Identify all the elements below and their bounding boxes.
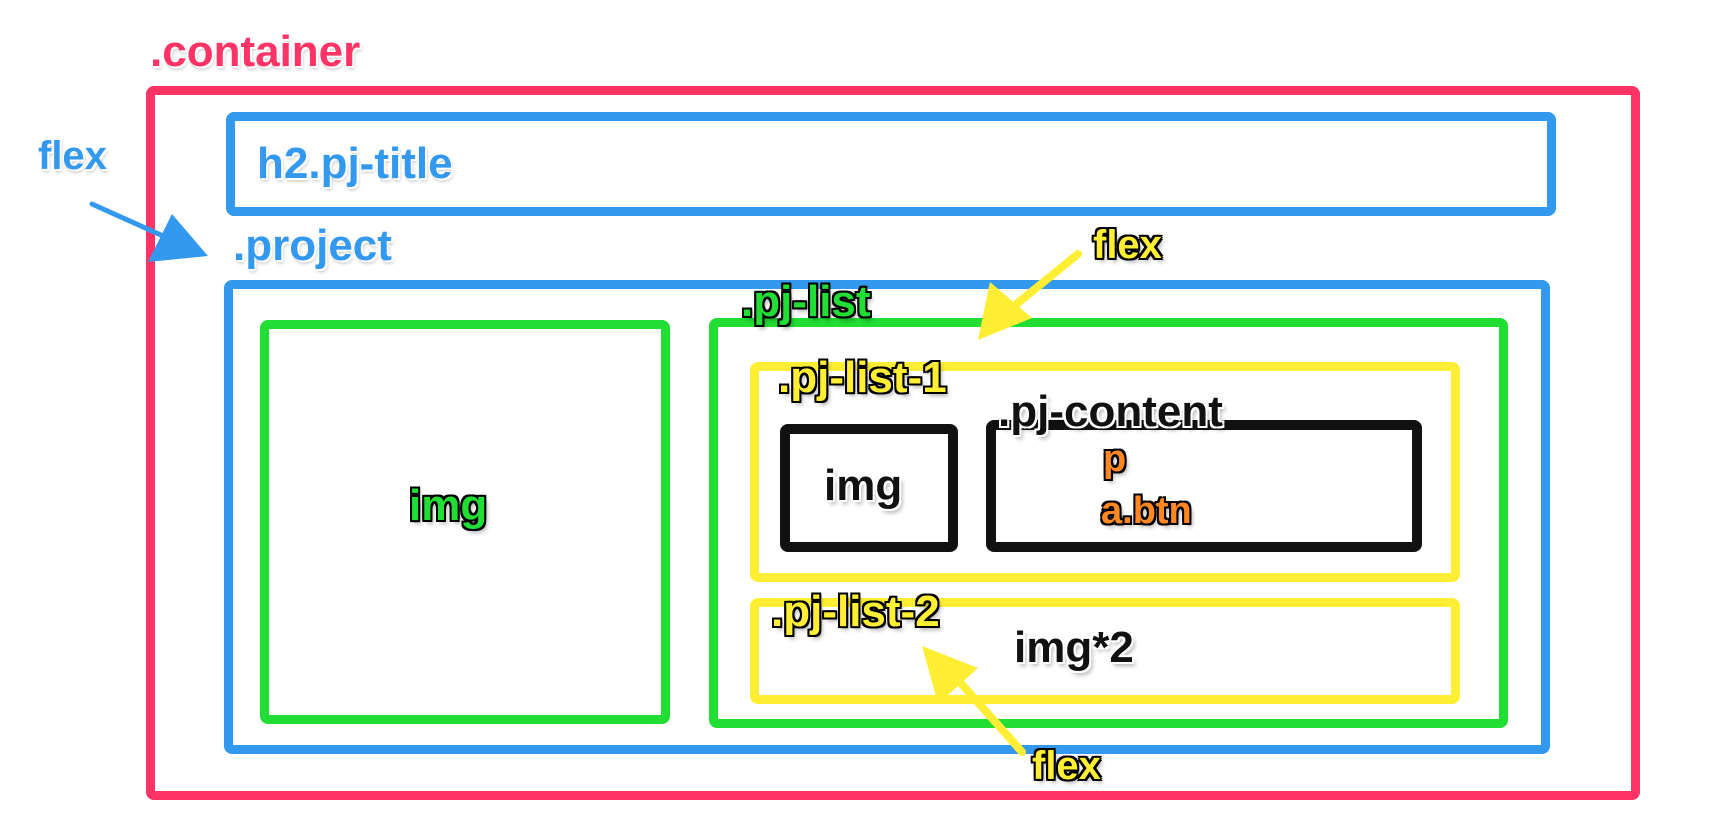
- pj-content-box: [986, 420, 1422, 552]
- pj-list-1-label: .pj-list-1: [778, 353, 947, 402]
- a-btn-label: a.btn: [1101, 490, 1192, 532]
- project-label: .project: [233, 221, 392, 270]
- small-img-label: img: [824, 461, 903, 510]
- pj-title-label: h2.pj-title: [257, 139, 453, 188]
- pj-title-box: [226, 112, 1556, 216]
- pj-list-label: .pj-list: [741, 277, 871, 326]
- container-box: [146, 86, 1640, 800]
- img-x2-label: img*2: [1014, 623, 1134, 672]
- pj-list-1-box: [750, 362, 1460, 582]
- p-label: p: [1103, 438, 1127, 480]
- small-img-box: [780, 424, 958, 552]
- flex-pj-list-arrow: [978, 250, 1082, 340]
- flex-project-label: flex: [38, 134, 107, 178]
- project-box: [224, 280, 1550, 754]
- big-img-label: img: [409, 481, 488, 530]
- pj-list-2-label: .pj-list-2: [771, 587, 940, 636]
- pj-list-2-box: [750, 598, 1460, 704]
- big-img-box: [260, 320, 670, 724]
- flex-pj-list-2-arrow: [922, 646, 1026, 756]
- flex-project-arrow: [89, 201, 208, 262]
- flex-pj-list-label: flex: [1093, 223, 1162, 267]
- container-label: .container: [150, 27, 361, 76]
- pj-list-box: [709, 318, 1508, 728]
- pj-content-label: .pj-content: [998, 387, 1223, 436]
- flex-pj-list-2-label: flex: [1032, 744, 1101, 788]
